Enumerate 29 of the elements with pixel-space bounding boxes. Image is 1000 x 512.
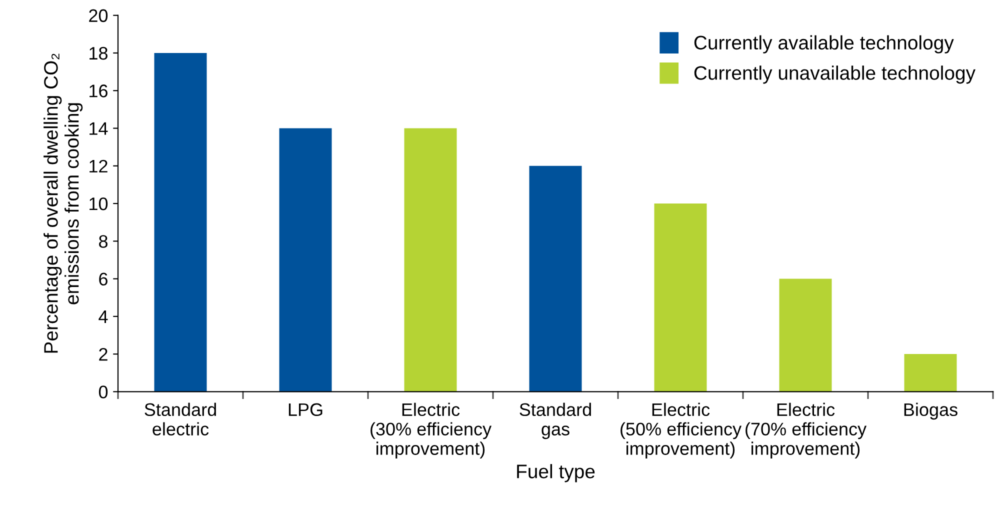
bar [279,128,332,392]
y-tick-label: 14 [90,122,108,135]
y-axis-title: Percentage of overall dwelling CO₂ emissions from cooking [44,54,83,353]
y-tick-label: 16 [90,84,108,98]
y-tick-label: 18 [90,46,108,60]
y-tick-label: 12 [90,160,108,172]
y-tick-label: 20 [89,9,108,22]
legend-label: Currently unavailable technology [694,66,976,84]
y-tick-label: 10 [90,197,108,210]
x-tick-label: Electric (50% efficiency improvement) [620,402,742,459]
y-tick-label: 0 [98,386,108,398]
x-tick-label: Standard electric [144,402,216,436]
x-axis-title: Fuel type [517,464,595,482]
bar [404,128,457,392]
bar [779,278,832,392]
x-tick-label: Biogas [904,402,958,420]
bar [654,204,707,392]
x-tick-label: Electric (30% efficiency improvement) [370,402,492,459]
bar [904,354,957,392]
x-tick-label: Electric (70% efficiency improvement) [746,402,867,459]
bar [154,52,207,392]
y-tick-label: 2 [99,348,108,361]
y-tick-label: 4 [98,310,108,323]
bar [529,166,582,392]
legend-label: Currently available technology [694,35,954,54]
y-tick-label: 6 [99,272,108,286]
y-tick-label: 8 [99,235,108,248]
x-tick-label: LPG [288,403,322,416]
x-tick-label: Standard gas [520,402,591,440]
